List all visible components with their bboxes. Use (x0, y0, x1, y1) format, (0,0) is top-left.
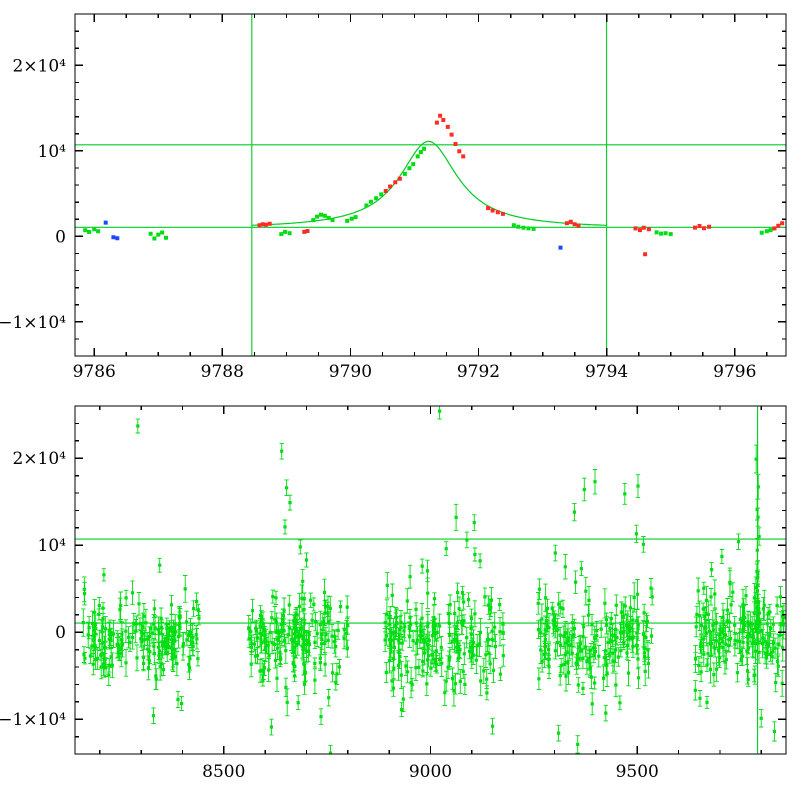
x-tick-label: 9500 (616, 762, 659, 782)
bottom-axis-frame (74, 405, 787, 755)
y-tick-label: 2×10⁴ (12, 449, 66, 469)
top-panel: 9786 9788 9790 9792 9794 9796 −1×10⁴ 0 10⁴ 2×10⁴ (0, 13, 787, 382)
y-tick-label: −1×10⁴ (0, 710, 66, 730)
x-tick-label: 9790 (329, 362, 372, 382)
x-tick-label: 9786 (73, 362, 116, 382)
y-tick-label: 10⁴ (38, 536, 67, 556)
x-tick-label: 9000 (409, 762, 452, 782)
y-tick-label: 0 (55, 227, 66, 247)
top-axis-frame (74, 13, 787, 357)
bottom-tick-labels: 8500 9000 9500 −1×10⁴ 0 10⁴ 2×10⁴ (0, 449, 659, 782)
y-tick-label: −1×10⁴ (0, 313, 66, 333)
y-tick-label: 0 (55, 623, 66, 643)
bottom-panel: 8500 9000 9500 −1×10⁴ 0 10⁴ 2×10⁴ (0, 405, 787, 782)
x-tick-label: 9794 (585, 362, 628, 382)
followup-red-points (257, 113, 785, 257)
outlier-error-bars (101, 406, 777, 754)
other-blue-points (103, 220, 563, 250)
survey-green-points (83, 146, 773, 241)
top-guide-lines (75, 14, 786, 356)
x-tick-label: 9788 (201, 362, 244, 382)
outlier-points (102, 409, 776, 754)
x-tick-label: 8500 (202, 762, 245, 782)
model-curve (251, 140, 607, 226)
top-tick-labels: 9786 9788 9790 9792 9794 9796 −1×10⁴ 0 10⁴ 2×10⁴ (0, 56, 756, 382)
x-tick-label: 9796 (713, 362, 756, 382)
y-tick-label: 10⁴ (38, 142, 67, 162)
x-tick-label: 9792 (457, 362, 500, 382)
y-tick-label: 2×10⁴ (12, 56, 66, 76)
